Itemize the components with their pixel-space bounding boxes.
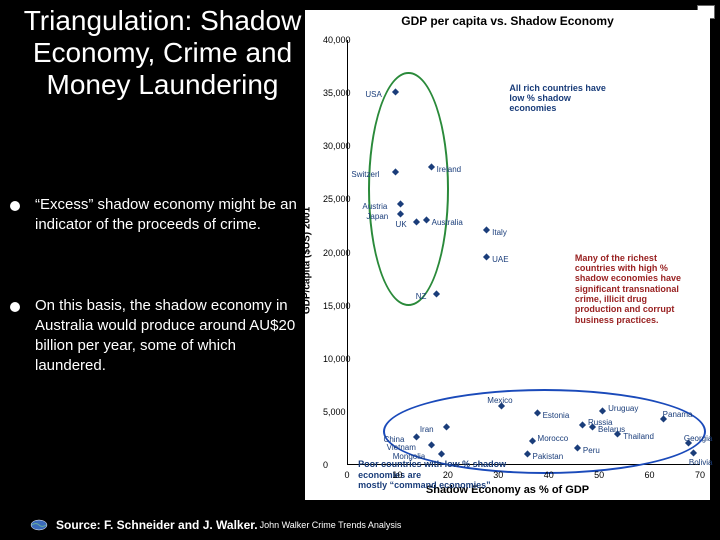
chart-point-label: Austria <box>362 202 387 211</box>
bullet-marker-icon <box>10 201 20 211</box>
chart-ytick: 5,000 <box>323 407 346 417</box>
chart-point-label: Ireland <box>437 165 461 174</box>
slide: Triangulation: Shadow Economy, Crime and… <box>0 0 720 540</box>
chart-cluster-ellipse <box>368 72 449 306</box>
chart-point <box>483 253 490 260</box>
footer: Source: F. Schneider and J. Walker. John… <box>30 518 710 532</box>
chart-point <box>433 290 440 297</box>
chart-xtick: 0 <box>344 470 349 480</box>
source-text: Source: F. Schneider and J. Walker. <box>56 518 258 532</box>
chart-point <box>690 450 697 457</box>
chart-point-label: Iran <box>420 425 434 434</box>
chart-point-label: Panama <box>663 410 693 419</box>
source-sub: John Walker Crime Trends Analysis <box>260 520 402 530</box>
chart-annotation: Many of the richestcountries with high %… <box>575 253 705 325</box>
chart-title: GDP per capita vs. Shadow Economy <box>305 10 710 28</box>
slide-title: Triangulation: Shadow Economy, Crime and… <box>20 5 305 102</box>
bullet-item: On this basis, the shadow economy in Aus… <box>10 296 300 377</box>
chart-point-label: UK <box>396 220 407 229</box>
bullet-text: “Excess” shadow economy might be an indi… <box>35 195 300 236</box>
chart-plot-area: USA Switzerl AustriaJapan UK Ireland Australi… <box>347 40 700 465</box>
chart-point-label: Georgia <box>684 434 712 443</box>
chart-point-label: Peru <box>583 446 600 455</box>
chart-xtick: 10 <box>392 470 402 480</box>
chart-point-label: Switzerl <box>351 170 379 179</box>
chart-ytick: 40,000 <box>323 35 351 45</box>
chart-ytick: 15,000 <box>323 301 351 311</box>
chart-point-label: USA <box>365 90 381 99</box>
chart-annotation: All rich countries havelow % shadowecono… <box>509 83 629 114</box>
chart-point-label: Thailand <box>623 432 654 441</box>
chart-point-label: Mexico <box>487 396 512 405</box>
chart-point-label: Estonia <box>543 411 570 420</box>
scatter-chart: GDP per capita vs. Shadow Economy GDP/ca… <box>305 10 710 500</box>
chart-xtick: 60 <box>645 470 655 480</box>
chart-xtick: 40 <box>544 470 554 480</box>
chart-xtick: 70 <box>695 470 705 480</box>
chart-point-label: Belarus <box>598 425 625 434</box>
chart-ytick: 10,000 <box>323 354 351 364</box>
chart-point-label: Australia <box>432 218 463 227</box>
bullet-list: “Excess” shadow economy might be an indi… <box>10 195 300 437</box>
chart-ytick: 30,000 <box>323 141 351 151</box>
chart-ytick: 0 <box>323 460 328 470</box>
chart-xtick: 50 <box>594 470 604 480</box>
chart-ylabel: GDP/capita ($US) 2001 <box>302 207 313 314</box>
chart-point-label: Pakistan <box>533 452 564 461</box>
bullet-item: “Excess” shadow economy might be an indi… <box>10 195 300 236</box>
chart-xtick: 20 <box>443 470 453 480</box>
chart-point-label: Bolivia <box>689 458 713 467</box>
chart-point-label: NZ <box>416 292 427 301</box>
chart-point-label: Japan <box>366 212 388 221</box>
bullet-marker-icon <box>10 302 20 312</box>
chart-point <box>483 227 490 234</box>
chart-point-label: UAE <box>492 255 508 264</box>
bullet-text: On this basis, the shadow economy in Aus… <box>35 296 300 377</box>
chart-point-label: Italy <box>492 228 507 237</box>
chart-ytick: 20,000 <box>323 248 351 258</box>
globe-icon <box>30 519 48 531</box>
chart-point-label: Uruguay <box>608 404 638 413</box>
chart-ytick: 35,000 <box>323 88 351 98</box>
chart-point-label: Vietnam <box>387 443 416 452</box>
chart-xtick: 30 <box>493 470 503 480</box>
chart-point-label: Morocco <box>538 434 569 443</box>
chart-ytick: 25,000 <box>323 194 351 204</box>
